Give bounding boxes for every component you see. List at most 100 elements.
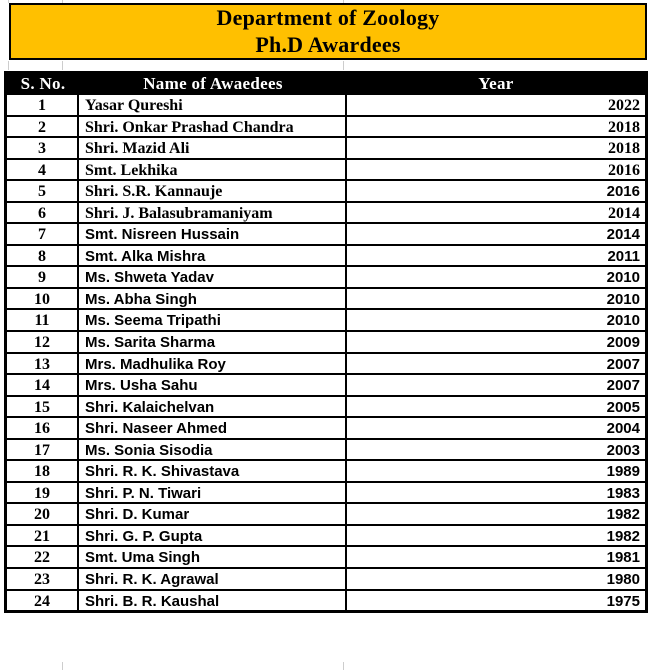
- cell-sno: 7: [7, 224, 79, 244]
- cell-sno: 12: [7, 332, 79, 352]
- column-header-year: Year: [478, 74, 514, 93]
- cell-sno: 23: [7, 569, 79, 589]
- cell-year: 2010: [606, 290, 640, 308]
- table-row: 17 Ms. Sonia Sisodia 2003: [7, 437, 645, 460]
- cell-sno: 19: [7, 482, 79, 503]
- table-row: 20 Shri. D. Kumar 1982: [7, 502, 645, 524]
- cell-name: Yasar Qureshi: [79, 95, 347, 115]
- table-row: 15 Shri. Kalaichelvan 2005: [7, 394, 645, 417]
- cell-year: 1983: [606, 484, 640, 502]
- cell-sno: 11: [7, 310, 79, 331]
- cell-name: Smt. Lekhika: [79, 159, 347, 180]
- table-row: 4 Smt. Lekhika 2016: [7, 157, 645, 180]
- gridline-stub: [8, 0, 9, 3]
- cell-name: Shri. Mazid Ali: [79, 138, 347, 158]
- cell-sno: 16: [7, 418, 79, 438]
- cell-name: Shri. B. R. Kaushal: [79, 590, 347, 611]
- cell-name: Ms. Sarita Sharma: [79, 332, 347, 352]
- banner-title-line2: Ph.D Awardees: [255, 31, 401, 57]
- cell-name: Shri. R. K. Shivastava: [79, 461, 347, 481]
- table-row: 11 Ms. Seema Tripathi 2010: [7, 308, 645, 331]
- cell-sno: 18: [7, 461, 79, 481]
- table-row: 6 Shri. J. Balasubramaniyam 2014: [7, 200, 645, 223]
- table-header-row: S. No. Name of Awaedees Year: [7, 74, 645, 93]
- phd-awardees-table: S. No. Name of Awaedees Year 1 Yasar Qur…: [4, 71, 648, 614]
- cell-sno: 4: [7, 159, 79, 180]
- table-row: 5 Shri. S.R. Kannauje 2016: [7, 179, 645, 201]
- table-row: 21 Shri. G. P. Gupta 1982: [7, 523, 645, 546]
- cell-name: Ms. Sonia Sisodia: [79, 439, 347, 460]
- cell-sno: 21: [7, 525, 79, 546]
- table-row: 10 Ms. Abha Singh 2010: [7, 286, 645, 309]
- table-row: 24 Shri. B. R. Kaushal 1975: [7, 588, 645, 611]
- cell-sno: 10: [7, 288, 79, 309]
- gridline-stub: [8, 61, 9, 70]
- cell-sno: 14: [7, 375, 79, 395]
- column-header-name: Name of Awaedees: [143, 74, 283, 93]
- table-row: 3 Shri. Mazid Ali 2018: [7, 136, 645, 158]
- cell-name: Shri. P. N. Tiwari: [79, 482, 347, 503]
- cell-sno: 15: [7, 396, 79, 417]
- cell-sno: 9: [7, 267, 79, 287]
- cell-year: 1982: [606, 527, 640, 545]
- table-row: 14 Mrs. Usha Sahu 2007: [7, 373, 645, 395]
- table-row: 1 Yasar Qureshi 2022: [7, 93, 645, 115]
- cell-year: 2018: [608, 118, 640, 136]
- cell-year: 2014: [606, 226, 640, 244]
- cell-name: Shri. S.R. Kannauje: [79, 181, 347, 201]
- cell-sno: 3: [7, 138, 79, 158]
- table-row: 23 Shri. R. K. Agrawal 1980: [7, 567, 645, 589]
- table-row: 12 Ms. Sarita Sharma 2009: [7, 330, 645, 352]
- cell-name: Shri. Naseer Ahmed: [79, 418, 347, 438]
- cell-sno: 13: [7, 353, 79, 374]
- cell-name: Shri. G. P. Gupta: [79, 525, 347, 546]
- cell-year: 2014: [608, 204, 640, 222]
- cell-year: 2010: [606, 269, 640, 287]
- cell-year: 1981: [606, 549, 640, 567]
- cell-name: Smt. Nisreen Hussain: [79, 224, 347, 244]
- cell-name: Smt. Alka Mishra: [79, 245, 347, 266]
- cell-year: 2003: [606, 441, 640, 459]
- cell-year: 1980: [606, 571, 640, 589]
- table-row: 8 Smt. Alka Mishra 2011: [7, 243, 645, 266]
- cell-name: Smt. Uma Singh: [79, 547, 347, 568]
- cell-sno: 5: [7, 181, 79, 201]
- cell-year: 2009: [606, 334, 640, 352]
- cell-sno: 20: [7, 504, 79, 524]
- cell-year: 2011: [607, 247, 640, 265]
- table-row: 16 Shri. Naseer Ahmed 2004: [7, 416, 645, 438]
- cell-sno: 8: [7, 245, 79, 266]
- cell-name: Shri. Onkar Prashad Chandra: [79, 116, 347, 137]
- column-header-sno: S. No.: [20, 74, 66, 93]
- cell-sno: 2: [7, 116, 79, 137]
- cell-name: Shri. J. Balasubramaniyam: [79, 202, 347, 223]
- table-row: 19 Shri. P. N. Tiwari 1983: [7, 480, 645, 503]
- gridline-stub: [62, 0, 63, 3]
- table-title-banner: Department of Zoology Ph.D Awardees: [9, 3, 647, 60]
- cell-name: Shri. Kalaichelvan: [79, 396, 347, 417]
- gridline-stub: [62, 61, 63, 70]
- gridline-stub: [62, 662, 63, 670]
- cell-year: 2016: [608, 161, 640, 179]
- cell-name: Ms. Seema Tripathi: [79, 310, 347, 331]
- cell-year: 2007: [606, 377, 640, 395]
- cell-year: 2018: [608, 140, 640, 158]
- cell-name: Ms. Shweta Yadav: [79, 267, 347, 287]
- table-row: 9 Ms. Shweta Yadav 2010: [7, 265, 645, 287]
- cell-name: Mrs. Usha Sahu: [79, 375, 347, 395]
- cell-name: Shri. R. K. Agrawal: [79, 569, 347, 589]
- banner-title-line1: Department of Zoology: [216, 5, 440, 30]
- table-body: 1 Yasar Qureshi 2022 2 Shri. Onkar Prash…: [7, 93, 645, 611]
- table-row: 13 Mrs. Madhulika Roy 2007: [7, 351, 645, 374]
- table-row: 2 Shri. Onkar Prashad Chandra 2018: [7, 114, 645, 137]
- cell-year: 1982: [606, 506, 640, 524]
- cell-year: 2010: [606, 312, 640, 330]
- cell-sno: 24: [7, 590, 79, 611]
- gridline-stub: [343, 61, 344, 70]
- cell-name: Mrs. Madhulika Roy: [79, 353, 347, 374]
- cell-sno: 22: [7, 547, 79, 568]
- cell-name: Ms. Abha Singh: [79, 288, 347, 309]
- cell-name: Shri. D. Kumar: [79, 504, 347, 524]
- table-row: 18 Shri. R. K. Shivastava 1989: [7, 459, 645, 481]
